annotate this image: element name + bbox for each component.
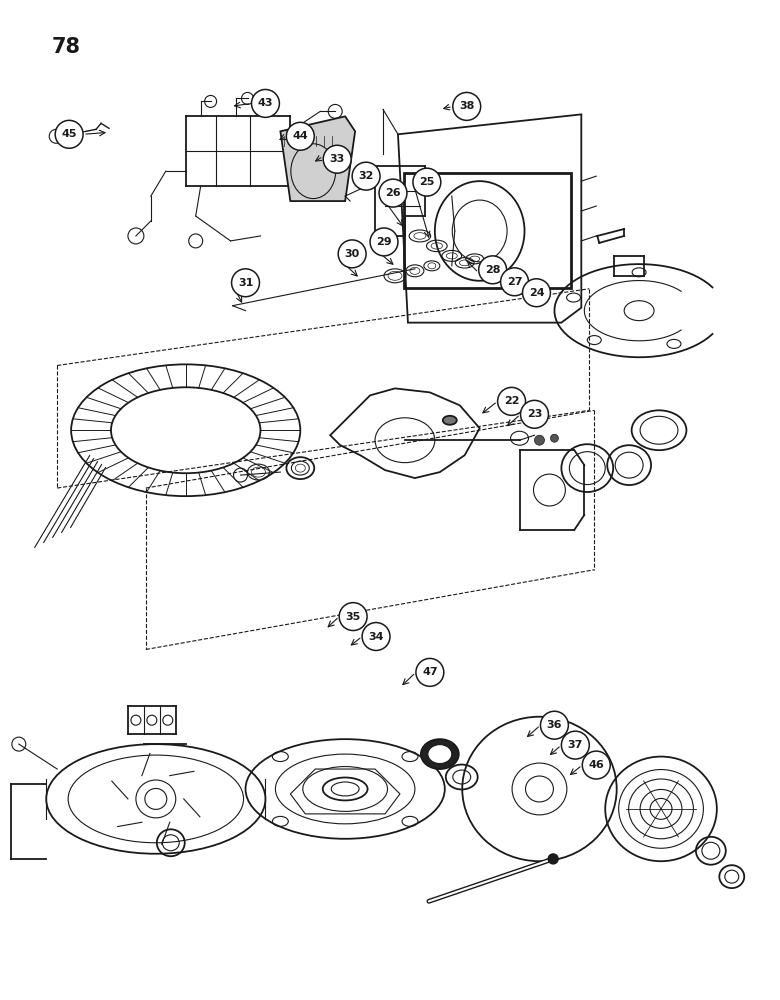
Text: 22: 22 — [504, 396, 519, 406]
Circle shape — [416, 658, 444, 686]
Text: 47: 47 — [422, 667, 438, 677]
Circle shape — [534, 435, 544, 445]
Circle shape — [232, 269, 260, 297]
Circle shape — [204, 95, 217, 107]
Ellipse shape — [428, 745, 452, 764]
Circle shape — [379, 179, 407, 207]
Text: 32: 32 — [358, 171, 374, 181]
Text: 23: 23 — [526, 409, 542, 419]
Circle shape — [339, 240, 366, 268]
Circle shape — [541, 711, 569, 739]
Ellipse shape — [443, 416, 457, 425]
Text: 26: 26 — [385, 188, 401, 198]
Text: 35: 35 — [346, 612, 361, 622]
Polygon shape — [280, 116, 355, 201]
Circle shape — [479, 256, 506, 284]
Circle shape — [49, 129, 63, 143]
Circle shape — [520, 400, 548, 428]
Circle shape — [352, 162, 380, 190]
Circle shape — [370, 228, 398, 256]
Circle shape — [523, 279, 551, 307]
Circle shape — [328, 104, 342, 118]
Circle shape — [548, 854, 558, 864]
Text: 45: 45 — [62, 129, 77, 139]
Ellipse shape — [421, 739, 459, 769]
Text: 24: 24 — [529, 288, 544, 298]
Circle shape — [189, 234, 203, 248]
Text: 36: 36 — [547, 720, 562, 730]
Text: 34: 34 — [368, 632, 384, 642]
Text: 31: 31 — [238, 278, 254, 288]
Circle shape — [452, 92, 480, 120]
Text: 78: 78 — [51, 37, 80, 57]
Text: 27: 27 — [507, 277, 523, 287]
Text: 29: 29 — [376, 237, 392, 247]
Text: 46: 46 — [588, 760, 604, 770]
Circle shape — [242, 92, 254, 104]
Circle shape — [286, 122, 314, 150]
Circle shape — [55, 120, 83, 148]
Text: 37: 37 — [568, 740, 583, 750]
Text: 33: 33 — [330, 154, 345, 164]
Circle shape — [323, 145, 351, 173]
Circle shape — [551, 434, 558, 442]
Circle shape — [583, 751, 610, 779]
Text: 44: 44 — [292, 131, 308, 141]
Circle shape — [562, 731, 589, 759]
Circle shape — [128, 228, 144, 244]
Circle shape — [339, 603, 367, 631]
Bar — [404, 173, 571, 288]
Text: 43: 43 — [257, 98, 273, 108]
Circle shape — [413, 168, 441, 196]
Circle shape — [501, 268, 529, 296]
Circle shape — [251, 89, 279, 117]
Text: 30: 30 — [345, 249, 360, 259]
Circle shape — [362, 623, 390, 650]
Text: 25: 25 — [419, 177, 434, 187]
Text: 28: 28 — [485, 265, 501, 275]
Text: 38: 38 — [459, 101, 474, 111]
Circle shape — [498, 387, 526, 415]
